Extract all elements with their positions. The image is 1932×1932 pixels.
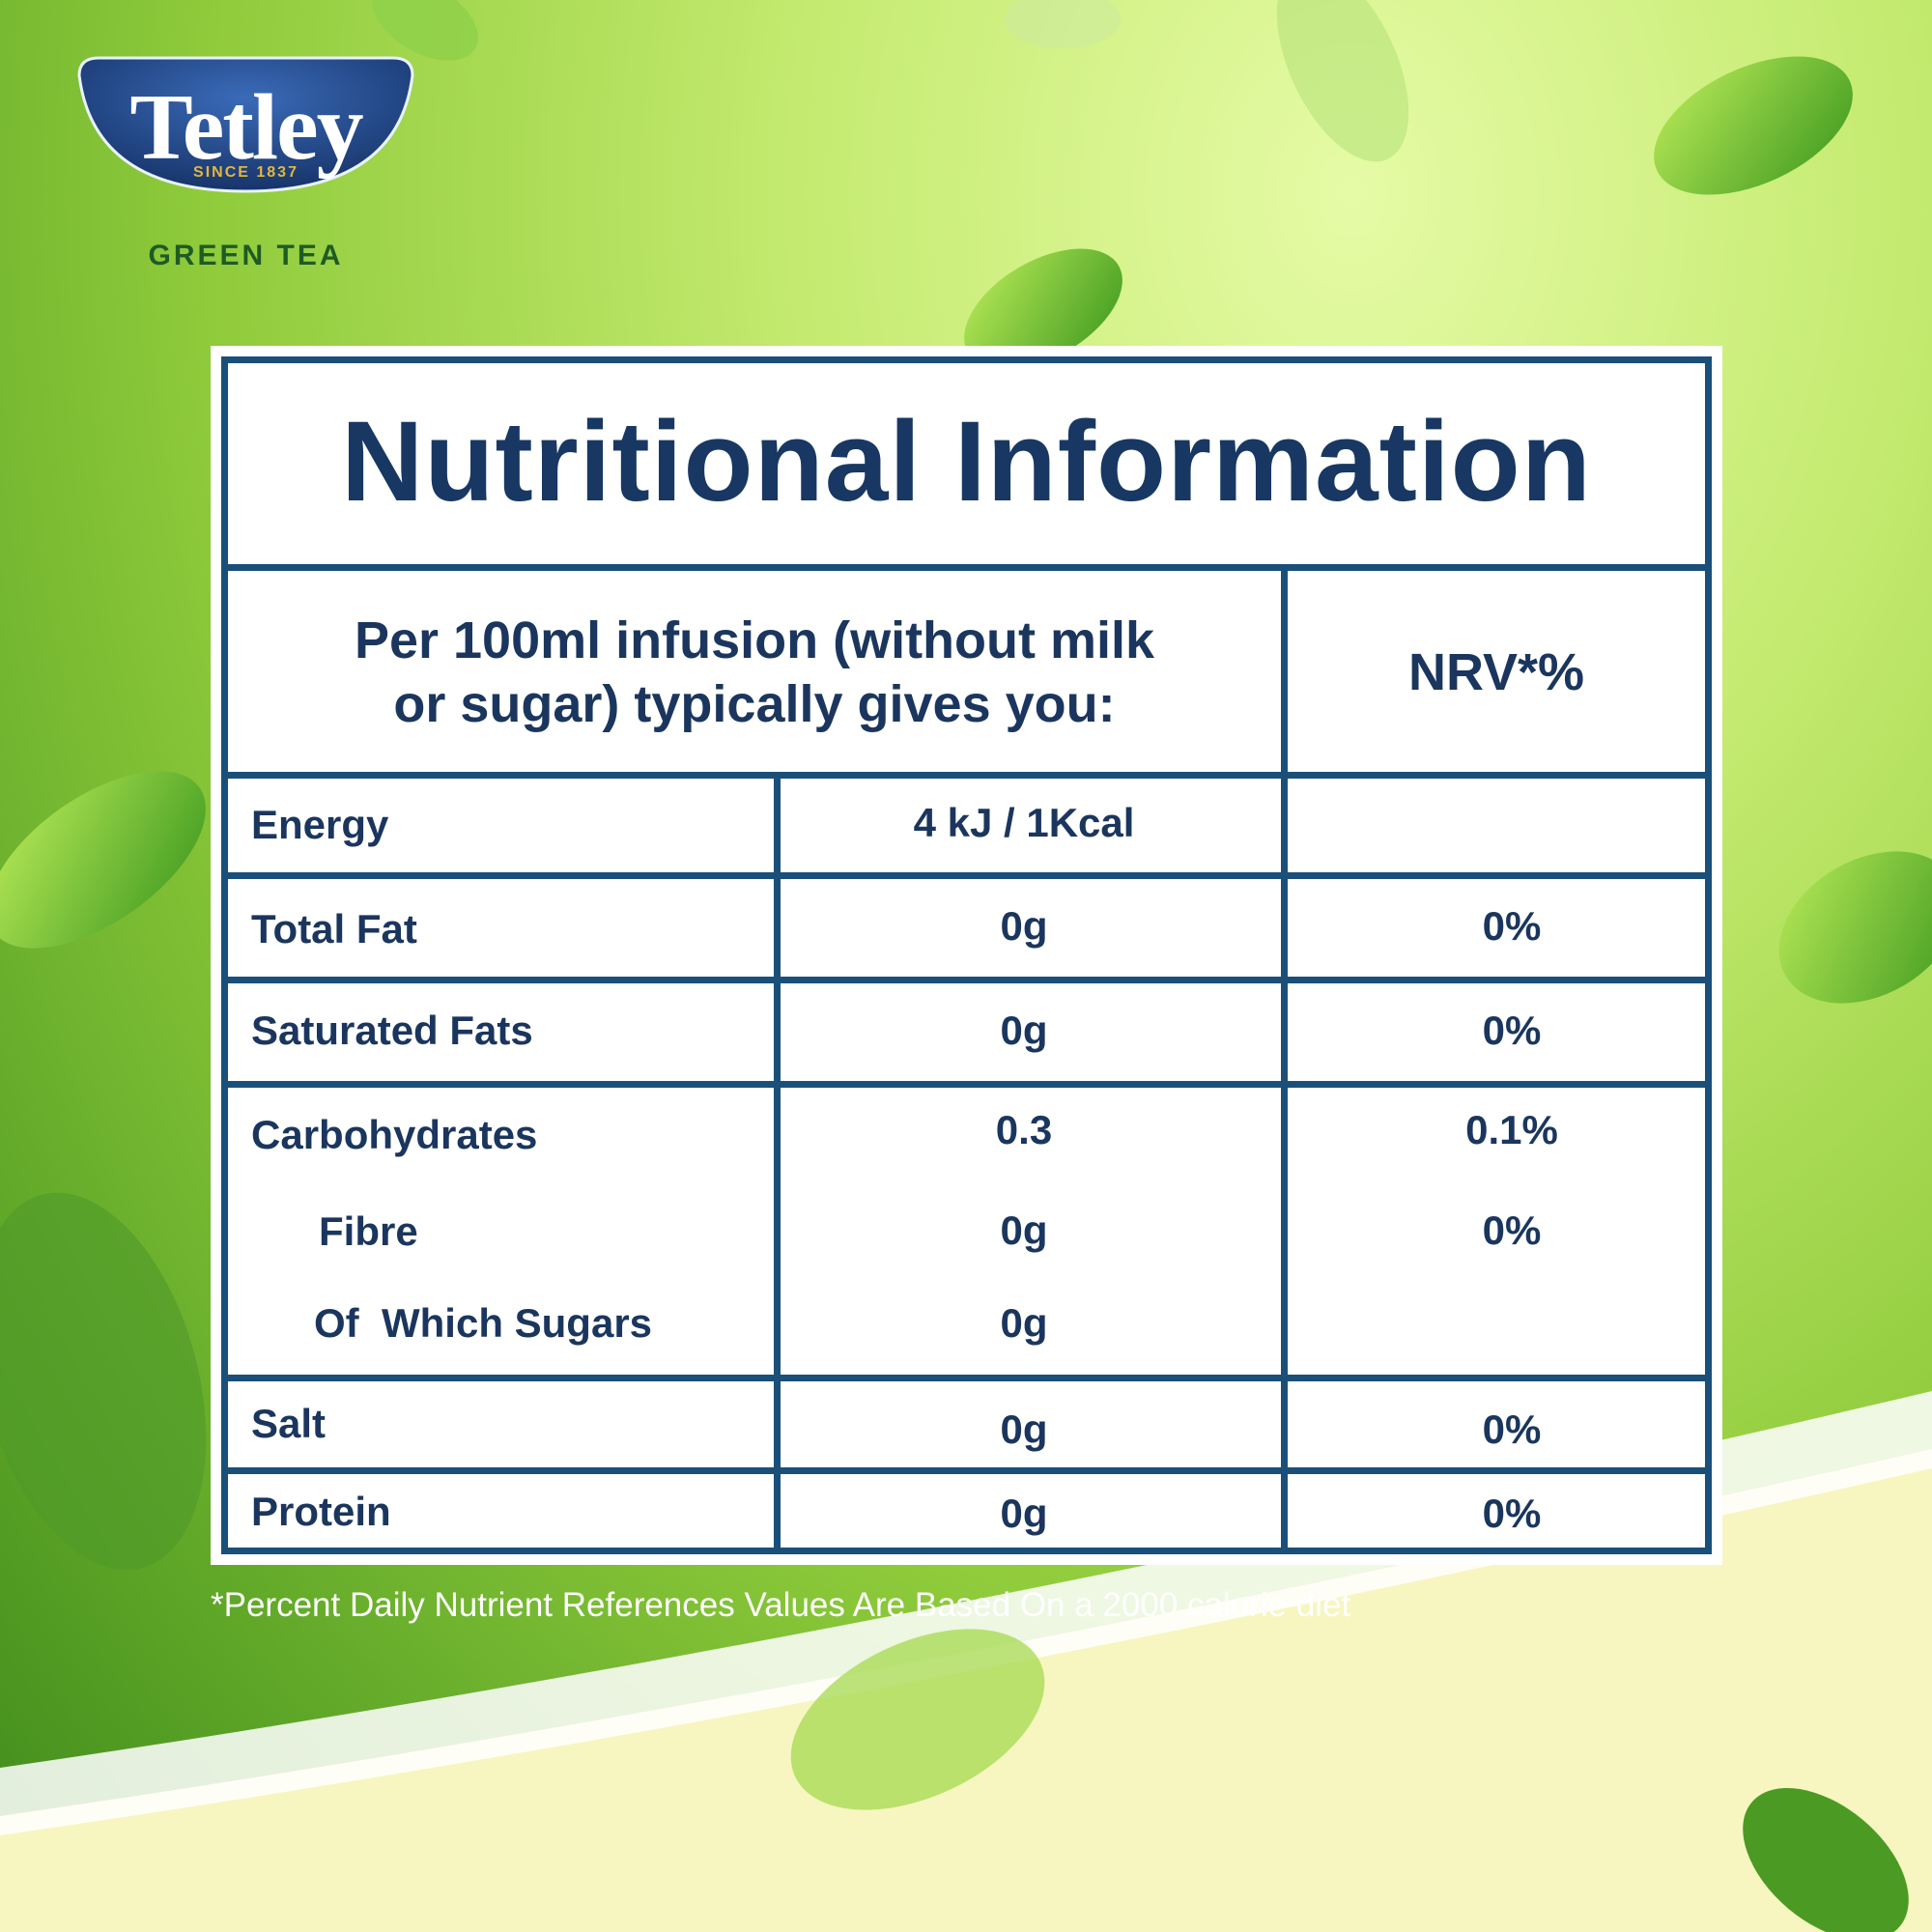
- row-nrv-carbohydrates: 0.1%: [1465, 1107, 1558, 1152]
- row-value-sugars: 0g: [1000, 1300, 1048, 1346]
- leaf-icon: [1276, 0, 1409, 162]
- row-label-total-fat: Total Fat: [251, 906, 417, 952]
- divider: [221, 1081, 1712, 1088]
- divider: [221, 1467, 1712, 1474]
- logo-shield-icon: [77, 56, 414, 193]
- page-title: Nutritional Information: [341, 397, 1592, 526]
- row-label-saturated-fats: Saturated Fats: [251, 1008, 533, 1053]
- leaf-icon: [0, 771, 206, 949]
- divider: [774, 772, 781, 1554]
- serving-description-line: or sugar) typically gives you:: [393, 675, 1116, 733]
- leaf-icon: [1654, 56, 1853, 195]
- serving-description: Per 100ml infusion (without milk or suga…: [228, 571, 1281, 774]
- row-label-sugars: Of Which Sugars: [314, 1300, 653, 1346]
- divider: [221, 1375, 1712, 1381]
- product-variant: GREEN TEA: [148, 240, 344, 271]
- leaf-icon: [1778, 851, 1932, 1004]
- row-value-energy: 4 kJ / 1Kcal: [913, 800, 1135, 845]
- leaf-icon: [790, 1629, 1045, 1810]
- leaf-icon: [1005, 0, 1121, 48]
- row-label-fibre: Fibre: [319, 1208, 418, 1254]
- nutrition-table-border: [221, 356, 1712, 1554]
- divider: [221, 772, 1712, 779]
- leaf-icon: [964, 248, 1122, 370]
- serving-description-line: Per 100ml infusion (without milk: [354, 611, 1155, 669]
- leaf-icon: [0, 1192, 207, 1571]
- row-nrv-salt: 0%: [1482, 1406, 1542, 1452]
- leaf-icon: [372, 0, 478, 61]
- row-label-protein: Protein: [251, 1489, 391, 1534]
- divider: [221, 872, 1712, 879]
- brand-logo: Tetley SINCE 1837 GREEN TEA: [70, 56, 422, 278]
- row-value-carbohydrates: 0.3: [995, 1107, 1053, 1152]
- brand-name: Tetley: [129, 75, 363, 180]
- row-value-salt: 0g: [1000, 1406, 1048, 1452]
- row-value-saturated-fats: 0g: [1000, 1008, 1048, 1053]
- divider: [221, 977, 1712, 983]
- nrv-header: NRV*%: [1407, 643, 1585, 701]
- row-label-carbohydrates: Carbohydrates: [251, 1112, 538, 1157]
- row-nrv-total-fat: 0%: [1482, 903, 1542, 949]
- row-nrv-saturated-fats: 0%: [1482, 1008, 1542, 1053]
- row-value-fibre: 0g: [1000, 1208, 1048, 1253]
- row-nrv-protein: 0%: [1482, 1491, 1542, 1536]
- row-label-energy: Energy: [251, 802, 389, 847]
- row-value-protein: 0g: [1000, 1491, 1048, 1536]
- row-nrv-fibre: 0%: [1482, 1208, 1542, 1253]
- nutrition-panel: [211, 346, 1722, 1565]
- footnote: *Percent Daily Nutrient References Value…: [211, 1586, 1351, 1624]
- divider: [221, 564, 1712, 571]
- row-value-total-fat: 0g: [1000, 903, 1048, 949]
- leaf-icon: [1743, 1787, 1909, 1932]
- divider: [1281, 564, 1288, 1554]
- brand-since: SINCE 1837: [193, 164, 298, 181]
- row-label-salt: Salt: [251, 1401, 327, 1446]
